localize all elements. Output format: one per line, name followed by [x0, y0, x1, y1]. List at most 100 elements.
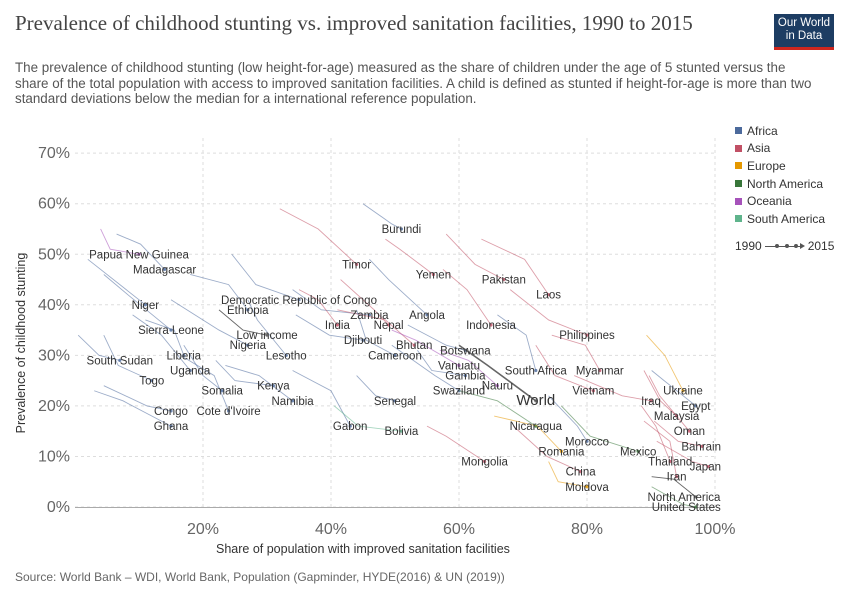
- data-point[interactable]: [559, 449, 564, 453]
- trajectory-line[interactable]: [190, 274, 249, 311]
- trajectory-line[interactable]: [653, 420, 703, 447]
- trajectory-line[interactable]: [183, 345, 223, 392]
- trajectory-line[interactable]: [426, 425, 485, 462]
- trajectory-line[interactable]: [337, 309, 415, 346]
- data-point[interactable]: [150, 379, 154, 383]
- trajectory-line[interactable]: [116, 233, 165, 270]
- data-point[interactable]: [348, 424, 352, 428]
- trajectory-line[interactable]: [103, 385, 172, 412]
- trajectory-line[interactable]: [356, 309, 396, 356]
- trajectory-line[interactable]: [100, 228, 140, 255]
- trajectory-line[interactable]: [643, 370, 677, 417]
- data-point[interactable]: [137, 252, 141, 256]
- owid-logo[interactable]: Our World in Data: [774, 14, 834, 50]
- trajectory-line[interactable]: [298, 289, 338, 326]
- data-point[interactable]: [598, 368, 602, 373]
- trajectory-line[interactable]: [356, 375, 396, 402]
- trajectory-line[interactable]: [87, 258, 146, 306]
- trajectory-line[interactable]: [497, 314, 537, 371]
- trajectory-line[interactable]: [385, 238, 434, 275]
- trajectory-line[interactable]: [648, 375, 690, 432]
- data-point[interactable]: [534, 399, 538, 403]
- trajectory-line[interactable]: [646, 334, 684, 391]
- data-point[interactable]: [393, 399, 397, 403]
- data-point[interactable]: [463, 373, 467, 378]
- legend-item-africa[interactable]: Africa: [735, 122, 825, 140]
- trajectory-line[interactable]: [103, 334, 152, 382]
- data-point[interactable]: [246, 343, 250, 347]
- trajectory-line[interactable]: [651, 476, 697, 498]
- trajectory-line[interactable]: [247, 299, 287, 356]
- data-point[interactable]: [675, 475, 679, 479]
- data-point[interactable]: [687, 429, 692, 433]
- data-point[interactable]: [297, 298, 301, 302]
- data-point[interactable]: [412, 343, 416, 347]
- data-point[interactable]: [143, 303, 147, 307]
- data-point[interactable]: [169, 424, 173, 428]
- trajectory-line[interactable]: [391, 344, 460, 392]
- trajectory-line[interactable]: [656, 440, 709, 467]
- data-point[interactable]: [579, 470, 583, 474]
- legend-item-europe[interactable]: Europe: [735, 157, 825, 175]
- trajectory-line[interactable]: [279, 208, 357, 265]
- trajectory-line[interactable]: [295, 314, 364, 341]
- data-point[interactable]: [220, 389, 224, 393]
- trajectory-line[interactable]: [417, 350, 466, 377]
- trajectory-line[interactable]: [94, 390, 172, 427]
- timeline-control[interactable]: 1990 2015: [735, 239, 834, 253]
- data-point[interactable]: [399, 429, 403, 433]
- data-point[interactable]: [668, 459, 672, 464]
- data-point[interactable]: [335, 323, 339, 327]
- trajectory-line[interactable]: [391, 329, 460, 366]
- trajectory-line[interactable]: [231, 253, 300, 301]
- data-point[interactable]: [291, 399, 295, 403]
- trajectory-line[interactable]: [407, 324, 466, 351]
- trajectory-line[interactable]: [170, 299, 249, 346]
- trajectory-line[interactable]: [362, 203, 402, 230]
- trajectory-line[interactable]: [574, 375, 652, 402]
- data-point[interactable]: [355, 262, 359, 266]
- trajectory-line[interactable]: [643, 420, 678, 477]
- trajectory-line[interactable]: [548, 395, 588, 442]
- trajectory-line[interactable]: [103, 274, 172, 331]
- trajectory-line[interactable]: [509, 289, 588, 336]
- legend-item-asia[interactable]: Asia: [735, 140, 825, 158]
- data-point[interactable]: [585, 333, 589, 337]
- trajectory-line[interactable]: [535, 345, 594, 392]
- data-point[interactable]: [227, 409, 231, 413]
- trajectory-line[interactable]: [458, 344, 537, 402]
- data-point[interactable]: [502, 277, 506, 282]
- data-point[interactable]: [393, 353, 397, 357]
- data-point[interactable]: [118, 358, 122, 363]
- data-point[interactable]: [694, 495, 698, 499]
- legend-item-oceania[interactable]: Oceania: [735, 192, 825, 210]
- data-point[interactable]: [284, 353, 288, 357]
- data-point[interactable]: [681, 389, 685, 393]
- data-point[interactable]: [399, 227, 403, 231]
- data-point[interactable]: [163, 267, 167, 272]
- data-point[interactable]: [707, 464, 711, 469]
- trajectory-line[interactable]: [641, 405, 671, 462]
- trajectory-line[interactable]: [458, 390, 537, 427]
- data-point[interactable]: [591, 389, 596, 393]
- data-point[interactable]: [387, 323, 391, 327]
- trajectory-line[interactable]: [513, 425, 581, 473]
- trajectory-line[interactable]: [77, 334, 120, 361]
- data-point[interactable]: [169, 409, 173, 413]
- trajectory-line[interactable]: [651, 370, 697, 407]
- trajectory-line[interactable]: [180, 354, 230, 412]
- trajectory-line[interactable]: [651, 486, 696, 508]
- data-point[interactable]: [694, 505, 698, 509]
- data-point[interactable]: [495, 384, 499, 388]
- data-point[interactable]: [265, 333, 269, 337]
- trajectory-line[interactable]: [439, 349, 498, 387]
- data-point[interactable]: [649, 399, 653, 403]
- data-point[interactable]: [425, 313, 429, 317]
- data-point[interactable]: [188, 368, 192, 373]
- data-point[interactable]: [547, 293, 551, 297]
- trajectory-line[interactable]: [494, 415, 562, 452]
- trajectory-line[interactable]: [215, 360, 274, 387]
- data-point[interactable]: [182, 353, 186, 357]
- trajectory-line[interactable]: [551, 334, 601, 371]
- legend-item-north-america[interactable]: North America: [735, 175, 825, 193]
